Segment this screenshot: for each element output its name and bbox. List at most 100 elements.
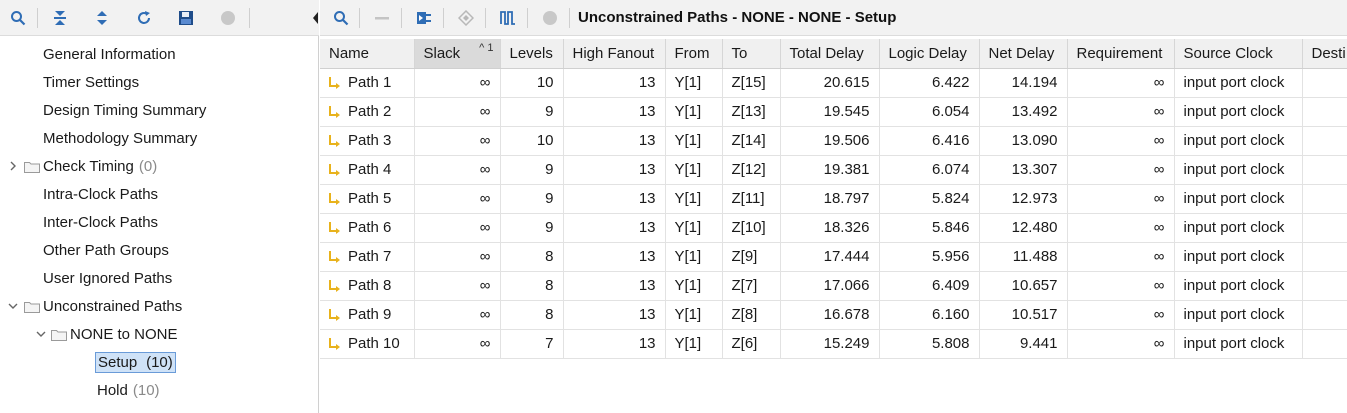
destination-cell — [1302, 213, 1347, 243]
column-header-name[interactable]: Name — [320, 39, 415, 69]
waveform-icon[interactable] — [497, 7, 519, 29]
total-delay-cell: 19.506 — [780, 126, 880, 156]
path-name-cell: Path 10 — [320, 329, 415, 359]
requirement-cell: ∞ — [1067, 184, 1175, 214]
tree-item-intra-clock-paths[interactable]: Intra-Clock Paths — [0, 180, 319, 208]
search-icon[interactable] — [7, 7, 29, 29]
destination-cell — [1302, 155, 1347, 185]
to-cell: Z[7] — [722, 271, 781, 301]
logic-delay-cell: 6.422 — [879, 68, 980, 98]
column-header-levels[interactable]: Levels — [500, 39, 564, 69]
column-header-slack[interactable]: Slack ^ 1 — [414, 39, 501, 69]
source-clock-cell: input port clock — [1174, 126, 1303, 156]
search-icon[interactable] — [330, 7, 352, 29]
column-header-source-clock[interactable]: Source Clock — [1174, 39, 1303, 69]
destination-cell — [1302, 68, 1347, 98]
net-delay-cell: 13.492 — [979, 97, 1068, 127]
column-header-destination[interactable]: Desti — [1302, 39, 1347, 69]
save-icon[interactable] — [175, 7, 197, 29]
tree-item-hold[interactable]: Hold (10) — [0, 376, 319, 404]
table-row[interactable]: Path 6 ∞ 9 13 Y[1] Z[10] 18.326 5.846 12.480 ∞ inp… — [320, 213, 1347, 243]
path-name-cell: Path 7 — [320, 242, 415, 272]
timing-path-icon — [329, 135, 340, 148]
refresh-icon[interactable] — [133, 7, 155, 29]
table-row[interactable]: Path 3 ∞ 10 13 Y[1] Z[14] 19.506 6.416 13.090 ∞ in… — [320, 126, 1347, 156]
levels-cell: 8 — [500, 300, 564, 330]
collapse-icon — [371, 7, 393, 29]
destination-cell — [1302, 184, 1347, 214]
column-header-total-delay[interactable]: Total Delay — [780, 39, 880, 69]
table-header-row: Name Slack ^ 1 Levels High Fanout From T… — [320, 39, 1347, 69]
source-clock-cell: input port clock — [1174, 184, 1303, 214]
from-cell: Y[1] — [665, 329, 723, 359]
collapse-pane-arrow-icon[interactable] — [311, 6, 321, 30]
column-header-from[interactable]: From — [665, 39, 723, 69]
chevron-down-icon[interactable] — [7, 300, 19, 312]
tree-item-check-timing[interactable]: Check Timing (0) — [0, 152, 319, 180]
table-row[interactable]: Path 5 ∞ 9 13 Y[1] Z[11] 18.797 5.824 12.973 ∞ inp… — [320, 184, 1347, 214]
tree-item-label: Hold — [97, 381, 128, 399]
timing-path-icon — [329, 280, 340, 293]
column-header-logic-delay[interactable]: Logic Delay — [879, 39, 980, 69]
tree-item-label: NONE to NONE — [70, 325, 178, 343]
table-row[interactable]: Path 2 ∞ 9 13 Y[1] Z[13] 19.545 6.054 13.492 ∞ inp… — [320, 97, 1347, 127]
table-row[interactable]: Path 10 ∞ 7 13 Y[1] Z[6] 15.249 5.808 9.441 ∞ inpu… — [320, 329, 1347, 359]
schematic-icon[interactable] — [413, 7, 435, 29]
table-row[interactable]: Path 1 ∞ 10 13 Y[1] Z[15] 20.615 6.422 14.194 ∞ in… — [320, 68, 1347, 98]
tree-item-inter-clock-paths[interactable]: Inter-Clock Paths — [0, 208, 319, 236]
column-header-high-fanout[interactable]: High Fanout — [563, 39, 666, 69]
from-cell: Y[1] — [665, 184, 723, 214]
from-cell: Y[1] — [665, 97, 723, 127]
tree-item-label: Design Timing Summary — [43, 101, 207, 119]
path-name-cell: Path 4 — [320, 155, 415, 185]
tree-item-none-to-none[interactable]: NONE to NONE — [0, 320, 319, 348]
tree-item-other-path-groups[interactable]: Other Path Groups — [0, 236, 319, 264]
destination-cell — [1302, 329, 1347, 359]
collapse-all-icon[interactable] — [49, 7, 71, 29]
high-fanout-cell: 13 — [563, 184, 666, 214]
tree-item-label: Intra-Clock Paths — [43, 185, 159, 203]
chevron-right-icon[interactable] — [7, 160, 19, 172]
table-row[interactable]: Path 9 ∞ 8 13 Y[1] Z[8] 16.678 6.160 10.517 ∞ inpu… — [320, 300, 1347, 330]
source-clock-cell: input port clock — [1174, 213, 1303, 243]
path-name-cell: Path 5 — [320, 184, 415, 214]
levels-cell: 10 — [500, 68, 564, 98]
tree-item-design-timing-summary[interactable]: Design Timing Summary — [0, 96, 319, 124]
requirement-cell: ∞ — [1067, 271, 1175, 301]
slack-cell: ∞ — [414, 184, 501, 214]
path-name-label: Path 10 — [348, 335, 400, 352]
expand-all-icon[interactable] — [91, 7, 113, 29]
table-row[interactable]: Path 8 ∞ 8 13 Y[1] Z[7] 17.066 6.409 10.657 ∞ inpu… — [320, 271, 1347, 301]
sort-ascending-icon: ^ 1 — [479, 42, 494, 54]
tree-item-unconstrained-paths[interactable]: Unconstrained Paths — [0, 292, 319, 320]
levels-cell: 9 — [500, 213, 564, 243]
right-toolbar: Unconstrained Paths - NONE - NONE - Setu… — [320, 0, 1347, 36]
path-name-label: Path 7 — [348, 248, 392, 265]
source-clock-cell: input port clock — [1174, 97, 1303, 127]
column-header-requirement[interactable]: Requirement — [1067, 39, 1175, 69]
column-header-net-delay[interactable]: Net Delay — [979, 39, 1068, 69]
table-row[interactable]: Path 7 ∞ 8 13 Y[1] Z[9] 17.444 5.956 11.488 ∞ inpu… — [320, 242, 1347, 272]
logic-delay-cell: 5.808 — [879, 329, 980, 359]
high-fanout-cell: 13 — [563, 155, 666, 185]
column-header-to[interactable]: To — [722, 39, 781, 69]
tree-item-label: Methodology Summary — [43, 129, 198, 147]
timing-path-icon — [329, 309, 340, 322]
slack-cell: ∞ — [414, 329, 501, 359]
tree-item-general-information[interactable]: General Information — [0, 40, 319, 68]
table-row[interactable]: Path 4 ∞ 9 13 Y[1] Z[12] 19.381 6.074 13.307 ∞ inp… — [320, 155, 1347, 185]
source-clock-cell: input port clock — [1174, 242, 1303, 272]
levels-cell: 8 — [500, 271, 564, 301]
levels-cell: 9 — [500, 155, 564, 185]
tree-item-methodology-summary[interactable]: Methodology Summary — [0, 124, 319, 152]
high-fanout-cell: 13 — [563, 213, 666, 243]
tree-item-setup[interactable]: Setup (10) — [0, 348, 319, 376]
chevron-down-icon[interactable] — [35, 328, 47, 340]
tree-item-selection[interactable]: Setup (10) — [95, 351, 176, 373]
path-name-label: Path 5 — [348, 190, 392, 207]
tree-item-user-ignored-paths[interactable]: User Ignored Paths — [0, 264, 319, 292]
requirement-cell: ∞ — [1067, 126, 1175, 156]
stop-icon — [539, 7, 561, 29]
tree-item-timer-settings[interactable]: Timer Settings — [0, 68, 319, 96]
total-delay-cell: 19.381 — [780, 155, 880, 185]
